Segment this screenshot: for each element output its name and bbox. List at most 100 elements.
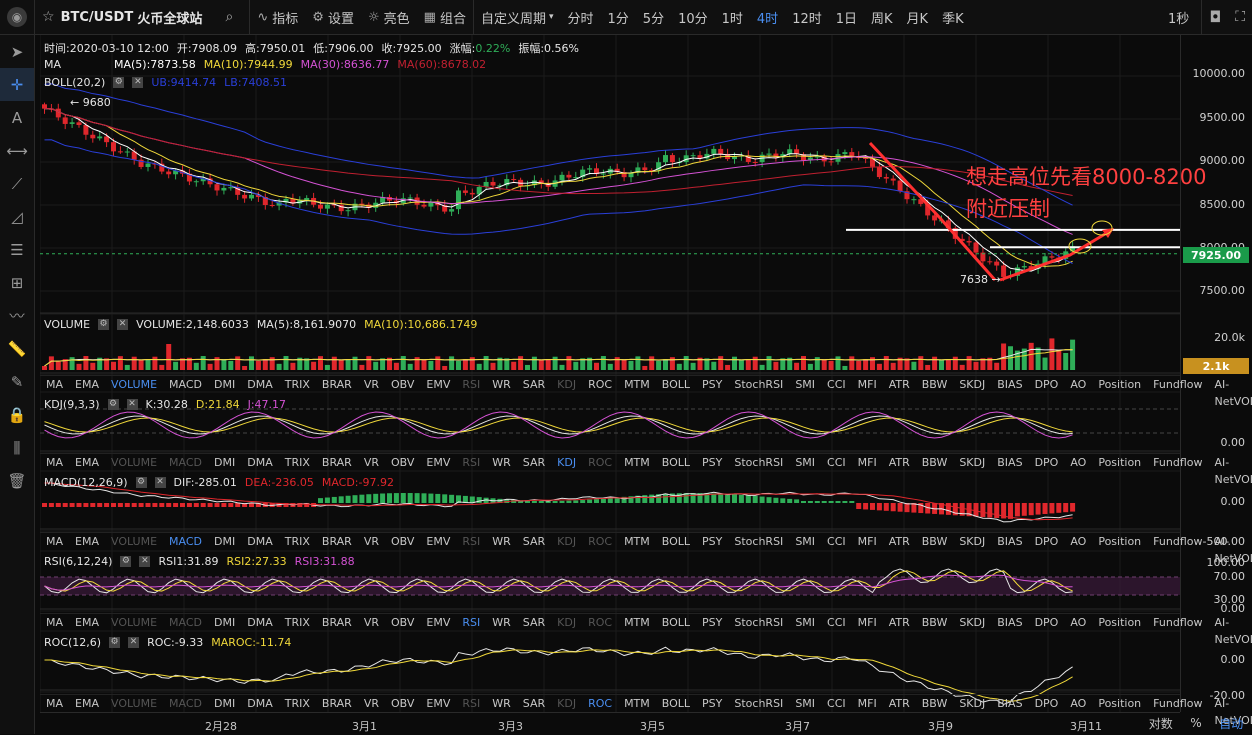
theme-button[interactable]: ☼ 亮色 [361,0,417,34]
period-tab[interactable]: 10分 [678,11,708,27]
period-tab[interactable]: 周K [871,11,893,27]
indicator-tab-bias[interactable]: BIAS [997,616,1023,629]
trendline-tool[interactable]: ⟋ [11,174,23,193]
indicator-tab-ao[interactable]: AO [1070,697,1087,710]
indicator-tab-sar[interactable]: SAR [522,616,546,629]
indicator-tab-bias[interactable]: BIAS [997,378,1023,391]
indicator-tab-wr[interactable]: WR [492,456,511,469]
indicator-tab-roc[interactable]: ROC [588,616,613,629]
indicator-tab-ao[interactable]: AO [1070,535,1087,548]
indicator-tab-brar[interactable]: BRAR [321,535,352,548]
indicator-tab-dmi[interactable]: DMI [214,535,236,548]
indicator-tab-psy[interactable]: PSY [702,697,723,710]
indicator-tab-kdj[interactable]: KDJ [557,616,577,629]
indicator-tab-boll[interactable]: BOLL [661,456,691,469]
indicator-tab-ai-netvol[interactable]: AI-NetVOL [1214,616,1252,646]
indicator-tab-bbw[interactable]: BBW [921,378,948,391]
indicator-tab-fundflow[interactable]: Fundflow [1153,456,1203,469]
indicator-tab-sar[interactable]: SAR [522,535,546,548]
indicator-tab-stochrsi[interactable]: StochRSI [734,535,784,548]
fullscreen-button[interactable]: ⛶ [1228,0,1252,34]
indicator-tab-cci[interactable]: CCI [827,456,846,469]
indicator-tab-mtm[interactable]: MTM [624,616,650,629]
indicator-tab-boll[interactable]: BOLL [661,616,691,629]
indicator-tab-rsi[interactable]: RSI [462,378,481,391]
indicator-tab-dpo[interactable]: DPO [1034,616,1059,629]
indicator-tab-boll[interactable]: BOLL [661,378,691,391]
indicator-tab-mfi[interactable]: MFI [857,535,877,548]
indicator-tab-dpo[interactable]: DPO [1034,378,1059,391]
indicator-tab-vr[interactable]: VR [363,697,379,710]
indicator-tab-rsi[interactable]: RSI [462,616,481,629]
indicator-tab-cci[interactable]: CCI [827,535,846,548]
indicator-tab-smi[interactable]: SMI [795,378,816,391]
indicator-tab-smi[interactable]: SMI [795,456,816,469]
indicator-tab-fundflow[interactable]: Fundflow [1153,697,1203,710]
indicator-tab-volume[interactable]: VOLUME [110,616,158,629]
indicator-button[interactable]: ∿ 指标 [250,0,305,34]
indicator-tab-obv[interactable]: OBV [391,697,415,710]
indicator-tab-atr[interactable]: ATR [888,616,910,629]
indicator-tab-volume[interactable]: VOLUME [110,378,158,391]
indicator-tab-trix[interactable]: TRIX [284,456,310,469]
symbol-selector[interactable]: ☆ BTC/USDT 火币全球站 [35,0,209,34]
indicator-tab-dmi[interactable]: DMI [214,697,236,710]
indicator-tab-position[interactable]: Position [1098,456,1142,469]
indicator-tab-mfi[interactable]: MFI [857,616,877,629]
indicator-tab-ema[interactable]: EMA [75,616,99,629]
indicator-tab-dma[interactable]: DMA [247,378,273,391]
period-tab[interactable]: 5分 [642,11,665,27]
indicator-tab-ema[interactable]: EMA [75,697,99,710]
indicator-tab-mfi[interactable]: MFI [857,378,877,391]
indicator-tab-ao[interactable]: AO [1070,616,1087,629]
indicator-tab-emv[interactable]: EMV [426,535,451,548]
indicator-tab-cci[interactable]: CCI [827,616,846,629]
close-icon[interactable]: ✕ [126,399,138,410]
triangle-tool[interactable]: ◿ [11,207,23,226]
indicator-tab-brar[interactable]: BRAR [321,616,352,629]
ruler-tool[interactable]: 📏 [7,339,27,358]
indicator-tab-roc[interactable]: ROC [588,535,613,548]
indicator-tab-macd[interactable]: MACD [169,456,203,469]
indicator-tab-cci[interactable]: CCI [827,378,846,391]
indicator-tab-bbw[interactable]: BBW [921,535,948,548]
indicator-tab-trix[interactable]: TRIX [284,535,310,548]
period-tab[interactable]: 月K [906,11,929,27]
period-tab[interactable]: 季K [942,11,964,27]
indicator-tab-fundflow[interactable]: Fundflow [1153,378,1203,391]
indicator-tab-ma[interactable]: MA [46,616,64,629]
indicator-tab-vr[interactable]: VR [363,378,379,391]
indicator-tab-dmi[interactable]: DMI [214,616,236,629]
gear-icon[interactable]: ⚙ [98,319,110,330]
close-icon[interactable]: ✕ [154,477,166,488]
indicator-tab-smi[interactable]: SMI [795,616,816,629]
gear-icon[interactable]: ⚙ [135,477,147,488]
brush-tool[interactable]: ✎ [10,372,24,391]
indicator-tab-rsi[interactable]: RSI [462,535,481,548]
indicator-tab-wr[interactable]: WR [492,616,511,629]
indicator-tab-dmi[interactable]: DMI [214,378,236,391]
indicator-tab-wr[interactable]: WR [492,378,511,391]
indicator-tab-ai-netvol[interactable]: AI-NetVOL [1214,456,1252,486]
indicator-tab-psy[interactable]: PSY [702,378,723,391]
indicator-tab-kdj[interactable]: KDJ [557,535,577,548]
fibonacci-tool[interactable]: ☰ [10,240,24,259]
indicator-tab-wr[interactable]: WR [492,697,511,710]
period-tab[interactable]: 分时 [567,11,594,27]
indicator-tab-mtm[interactable]: MTM [624,697,650,710]
indicator-tab-bbw[interactable]: BBW [921,697,948,710]
indicator-tab-brar[interactable]: BRAR [321,697,352,710]
indicator-tab-obv[interactable]: OBV [391,456,415,469]
indicator-tab-volume[interactable]: VOLUME [110,535,158,548]
indicator-tab-ema[interactable]: EMA [75,456,99,469]
indicator-tab-position[interactable]: Position [1098,616,1142,629]
indicator-tab-rsi[interactable]: RSI [462,456,481,469]
indicator-tab-stochrsi[interactable]: StochRSI [734,456,784,469]
indicator-tab-sar[interactable]: SAR [522,456,546,469]
indicator-tab-kdj[interactable]: KDJ [557,456,577,469]
indicator-tab-obv[interactable]: OBV [391,535,415,548]
indicator-tab-dma[interactable]: DMA [247,535,273,548]
indicator-tab-dma[interactable]: DMA [247,697,273,710]
indicator-tab-mfi[interactable]: MFI [857,456,877,469]
text-tool[interactable]: A [11,108,23,127]
